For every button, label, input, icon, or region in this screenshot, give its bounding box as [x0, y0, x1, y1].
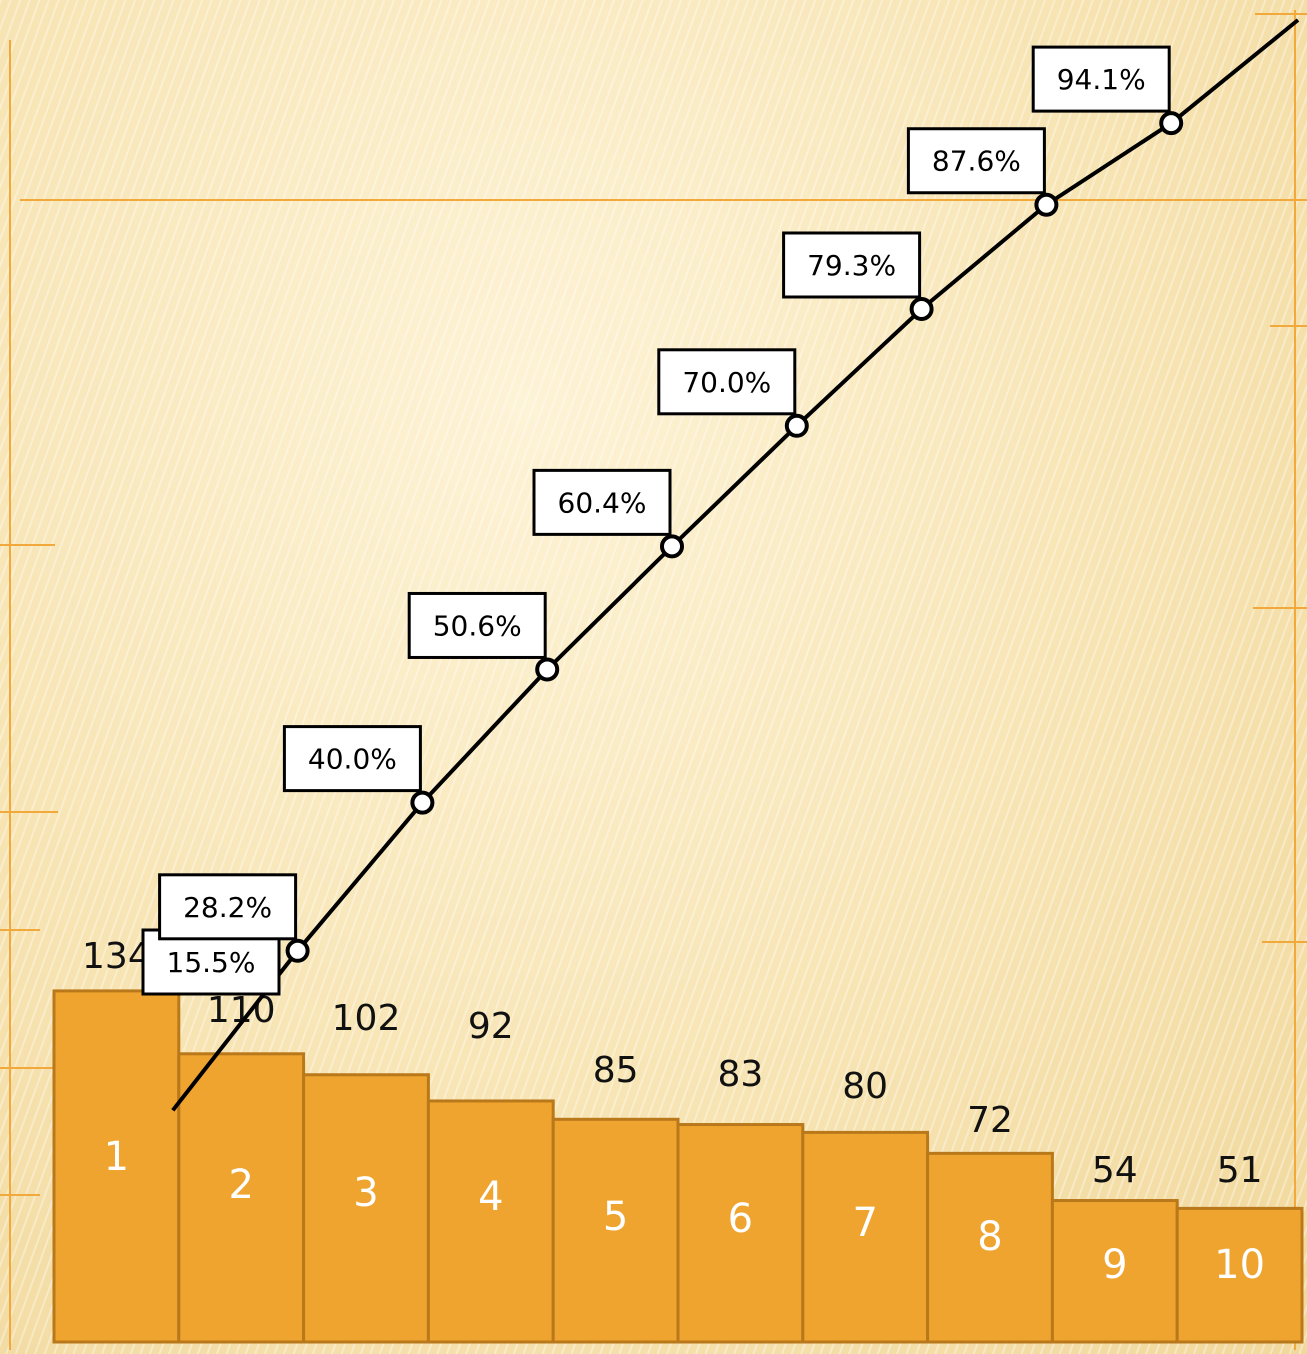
bar	[1050, 1199, 1179, 1344]
cumulative-line	[171, 18, 1300, 1112]
cumulative-percent-label: 50.6%	[433, 609, 522, 642]
cumulative-label-box	[282, 725, 422, 793]
bar-value-label: 85	[593, 1050, 639, 1091]
bar-value-label: 92	[468, 1006, 514, 1047]
cumulative-percent-label: 94.1%	[1057, 63, 1146, 96]
bar	[302, 1073, 430, 1344]
cumulative-percent-series: 15.5% 28.2% 40.0% 50.6% 60.4% 70.0% 79.3% 87.6%…	[141, 18, 1300, 1112]
bar-category-label: 4	[478, 1174, 503, 1220]
bar-value-label: 134	[82, 936, 151, 977]
bar-category-label: 10	[1214, 1242, 1265, 1288]
bar-value-label: 54	[1092, 1150, 1138, 1191]
bar-category-label: 9	[1102, 1242, 1127, 1288]
cumulative-point	[1034, 192, 1059, 217]
bar-category-label: 3	[353, 1170, 378, 1216]
bar	[551, 1117, 680, 1344]
bar-category-label: 1	[104, 1134, 129, 1180]
bar-value-label: 72	[967, 1100, 1013, 1141]
bar	[801, 1130, 930, 1344]
cumulative-label-box	[782, 231, 922, 299]
cumulative-label-box	[906, 127, 1046, 195]
cumulative-label-box	[657, 348, 797, 416]
cumulative-label-box	[407, 591, 547, 659]
cumulative-percent-label: 40.0%	[308, 743, 397, 776]
cumulative-point	[285, 938, 310, 963]
cumulative-label-box	[1031, 45, 1171, 113]
cumulative-point	[535, 657, 560, 682]
cumulative-label-box	[141, 928, 281, 996]
cumulative-label-box	[158, 873, 298, 941]
bar	[52, 989, 181, 1344]
cumulative-point	[660, 534, 684, 559]
cumulative-point	[909, 296, 934, 321]
decorative-frame-lines	[0, 10, 1307, 1350]
bar-category-label: 7	[852, 1200, 877, 1246]
bar-category-label: 2	[228, 1162, 253, 1208]
bar-value-label: 83	[717, 1054, 763, 1095]
cumulative-percent-label: 28.2%	[183, 891, 272, 924]
cumulative-percent-label: 87.6%	[932, 145, 1021, 178]
bar-category-label: 5	[603, 1194, 628, 1240]
cumulative-point	[1159, 111, 1184, 136]
bar-category-label: 6	[728, 1196, 753, 1242]
bar	[1175, 1206, 1304, 1344]
cumulative-percent-label: 15.5%	[167, 946, 256, 979]
bar-value-label: 80	[842, 1066, 888, 1107]
bar-value-label: 51	[1217, 1150, 1263, 1191]
cumulative-point	[410, 790, 435, 815]
bar-category-label: 8	[977, 1214, 1002, 1260]
cumulative-point	[784, 413, 809, 438]
cumulative-label-box	[532, 468, 672, 536]
bar-value-label: 102	[332, 998, 401, 1039]
cumulative-percent-label: 70.0%	[682, 366, 771, 399]
cumulative-percent-label: 79.3%	[807, 249, 896, 282]
cumulative-percent-label: 60.4%	[558, 486, 647, 519]
bar	[426, 1099, 555, 1344]
